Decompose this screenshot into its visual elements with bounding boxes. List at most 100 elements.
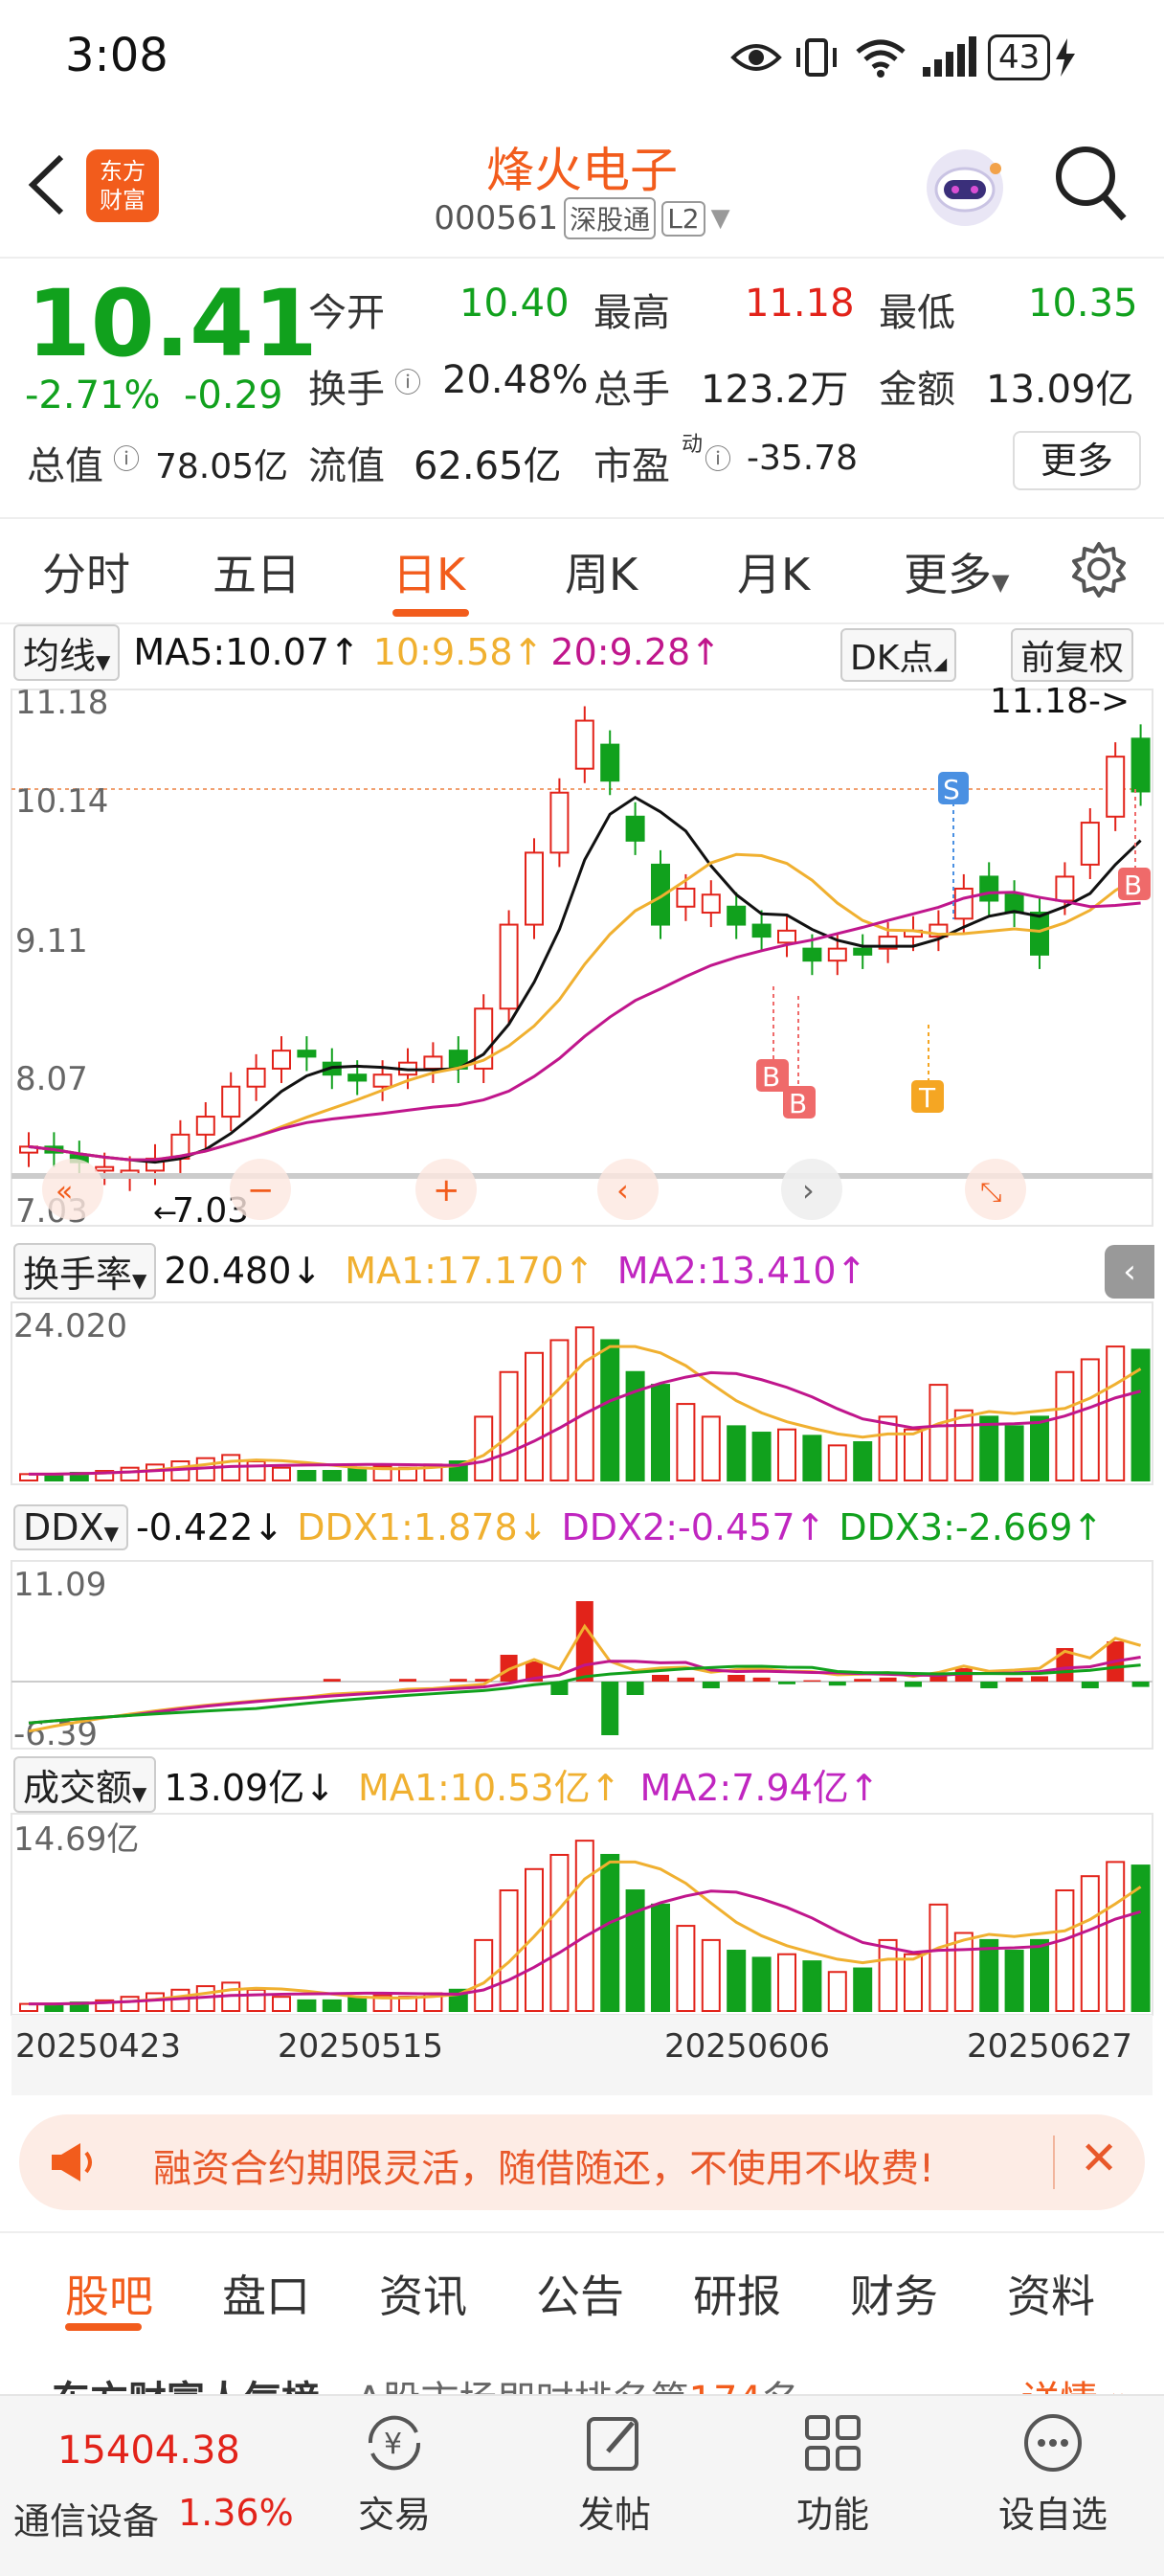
volume-bar [853, 1441, 873, 1482]
tab-announcements[interactable]: 公告 [536, 2271, 624, 2322]
tab-more[interactable]: 更多▼ [904, 540, 1009, 603]
signal-t-marker[interactable]: T [911, 1025, 944, 1114]
tab-five-day[interactable]: 五日 [213, 549, 301, 600]
ddx3-value: DDX3:-2.669↑ [839, 1506, 1104, 1548]
scroll-left-icon[interactable]: ‹ [597, 1159, 659, 1220]
volume-bar [272, 1996, 291, 2012]
battery-icon: 43 [988, 29, 1079, 86]
scroll-left-fast-icon[interactable]: « [42, 1159, 103, 1220]
ddx-bar [854, 1679, 872, 1682]
close-icon[interactable]: ✕ [1080, 2132, 1119, 2185]
turnover-selector-label: 换手率 [23, 1253, 133, 1296]
active-subtab-underline [65, 2323, 142, 2331]
info-icon[interactable]: ⓘ [394, 367, 422, 398]
tab-pankou[interactable]: 盘口 [222, 2271, 310, 2322]
robot-assistant-icon[interactable] [919, 140, 1011, 236]
candle-body [727, 905, 747, 926]
search-icon[interactable] [1053, 144, 1130, 228]
nav-post[interactable]: 发帖 [548, 2409, 682, 2538]
amount-selector[interactable]: 成交额▼ [13, 1755, 157, 1813]
scroll-right-icon[interactable]: › [781, 1159, 842, 1220]
fullscreen-icon[interactable]: ⤡ [965, 1159, 1026, 1220]
ddx1-value: DDX1:1.878↓ [297, 1506, 548, 1548]
back-icon[interactable] [25, 151, 67, 222]
tab-daily-k[interactable]: 日K [392, 549, 466, 600]
volume-bar [1004, 1950, 1024, 2012]
ma-selector[interactable]: 均线▼ [13, 623, 121, 681]
signal-s-marker[interactable]: S [938, 772, 969, 919]
volume-bar [1055, 1889, 1075, 2012]
nav-functions[interactable]: 功能 [766, 2409, 900, 2538]
promo-banner[interactable]: 融资合约期限灵活，随借随还，不使用不收费! ✕ [19, 2114, 1145, 2210]
float-label: 流值 [308, 444, 385, 488]
ddx-selector[interactable]: DDX▼ [13, 1504, 128, 1550]
info-icon[interactable]: ⓘ [113, 443, 141, 475]
y-label-top: 11.18 [15, 684, 108, 722]
quote-panel: 10.41 -2.71% -0.29 今开 10.40 最高 11.18 最低 … [0, 259, 1164, 508]
caret-down-icon: ▼ [103, 1522, 119, 1545]
turnover-label: 换手 [308, 368, 385, 412]
nav-watchlist[interactable]: 设自选 [986, 2409, 1120, 2538]
ddx-bar [475, 1679, 493, 1682]
nav-trade[interactable]: ¥ 交易 [327, 2409, 461, 2538]
candle-body [499, 923, 519, 1010]
ddx-chart: 11.09 -6.39 [11, 1560, 1153, 1753]
stock-code-row[interactable]: 000561 深股通 L2 ▼ [0, 197, 1164, 239]
signal-b-marker[interactable]: B [783, 996, 816, 1119]
ddx-bar [752, 1677, 771, 1682]
caret-down-icon: ▼ [132, 1268, 147, 1292]
tab-research[interactable]: 研报 [693, 2271, 781, 2322]
kline-ma-row: 均线▼ MA5:10.07↑ 10:9.58↑ 20:9.28↑ [13, 623, 1153, 681]
kline-chart[interactable]: 11.18 10.14 9.11 8.07 7.03 11.18-> 7.03 … [0, 680, 1164, 1235]
tab-weekly-k[interactable]: 周K [565, 549, 638, 600]
adjust-button[interactable]: 前复权 [1011, 628, 1134, 682]
candle-body [574, 719, 594, 770]
volume-bar [120, 1996, 140, 2012]
stock-code: 000561 [434, 199, 559, 237]
zoom-in-icon[interactable]: + [415, 1159, 477, 1220]
index-value[interactable]: 15404.38 [57, 2429, 240, 2473]
more-button[interactable]: 更多 [1013, 431, 1141, 490]
amount-value: 13.09亿 [986, 368, 1134, 412]
tab-guba[interactable]: 股吧 [65, 2271, 153, 2322]
tab-news[interactable]: 资讯 [379, 2271, 467, 2322]
candle-body [347, 1073, 368, 1082]
amount-current: 13.09亿↓ [164, 1766, 336, 1809]
tab-intraday[interactable]: 分时 [42, 549, 130, 600]
open-label: 今开 [308, 291, 385, 335]
tab-monthly-k[interactable]: 月K [737, 549, 811, 600]
volume-bar [751, 1432, 772, 1481]
volume-bar [676, 1403, 696, 1481]
svg-text:¥: ¥ [384, 2428, 402, 2461]
ddx-bar [626, 1682, 644, 1695]
volume-bar [979, 1415, 999, 1481]
ddx-bar [399, 1679, 416, 1682]
volume-bar [953, 1932, 974, 2012]
volume-bar [146, 1463, 165, 1482]
info-icon[interactable]: ⓘ [705, 443, 732, 475]
zoom-out-icon[interactable]: − [230, 1159, 291, 1220]
volume-bar [120, 1466, 140, 1481]
dk-point-button[interactable]: DK点◢ [840, 628, 957, 682]
grid-icon [805, 2415, 861, 2471]
wifi-icon [854, 29, 907, 86]
tab-finance[interactable]: 财务 [850, 2271, 938, 2322]
volume-bar [146, 1992, 165, 2012]
x-date-4: 20250627 [967, 2027, 1132, 2066]
signal-b-marker[interactable]: B [756, 986, 789, 1093]
candle-body [221, 1085, 241, 1119]
active-tab-underline [392, 609, 469, 617]
turnover-selector[interactable]: 换手率▼ [13, 1242, 157, 1299]
turnover-chart: 24.020 [11, 1301, 1153, 1485]
settings-icon[interactable] [1070, 540, 1128, 601]
dk-point-label: DK点 [850, 639, 934, 678]
index-name[interactable]: 通信设备 [13, 2500, 160, 2542]
tab-profile[interactable]: 资料 [1007, 2271, 1095, 2322]
ddx-bar [905, 1682, 922, 1687]
collapse-panel-icon[interactable]: ‹ [1105, 1245, 1154, 1299]
volume-bar [297, 1470, 317, 1482]
ma10-value: 10:9.58↑ [372, 631, 544, 673]
float-value: 62.65亿 [414, 444, 562, 488]
signal-b-marker[interactable]: B [1118, 789, 1151, 901]
volume-bar [95, 1999, 115, 2012]
